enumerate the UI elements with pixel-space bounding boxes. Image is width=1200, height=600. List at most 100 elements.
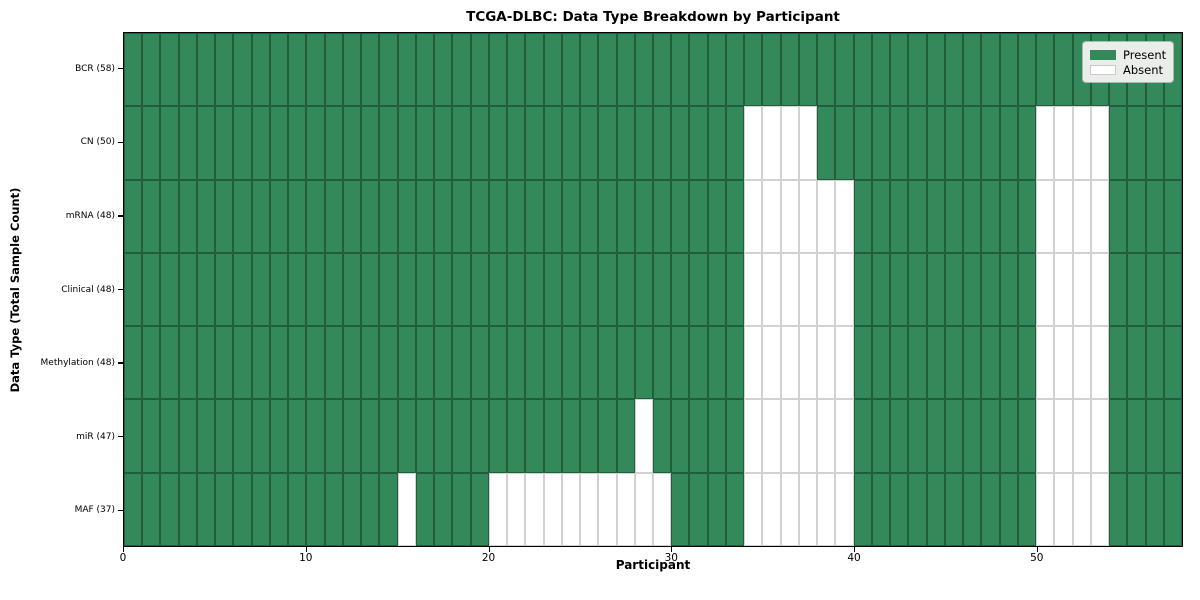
heatmap-cell bbox=[488, 399, 508, 473]
heatmap-cell bbox=[1072, 399, 1091, 473]
heatmap-cell bbox=[616, 106, 635, 180]
heatmap-cell bbox=[890, 326, 909, 400]
y-tick-mark bbox=[118, 436, 123, 438]
y-tick-label: CN (50) bbox=[80, 137, 115, 148]
heatmap-cell bbox=[616, 179, 635, 253]
heatmap-cell bbox=[908, 326, 927, 400]
heatmap-cell bbox=[196, 106, 216, 180]
heatmap-cell bbox=[944, 326, 964, 400]
heatmap-cell bbox=[944, 179, 964, 253]
heatmap-cell bbox=[963, 106, 982, 180]
heatmap-cell bbox=[580, 33, 599, 107]
heatmap-cell bbox=[215, 252, 234, 327]
heatmap-cell bbox=[598, 252, 617, 327]
heatmap-cell bbox=[1072, 326, 1091, 400]
heatmap-cell bbox=[470, 399, 489, 473]
heatmap-cell bbox=[580, 252, 599, 327]
heatmap-cell bbox=[926, 252, 945, 327]
y-tick-mark bbox=[118, 362, 123, 364]
heatmap-cell bbox=[944, 252, 964, 327]
heatmap-cell bbox=[725, 472, 745, 546]
heatmap-cell bbox=[1017, 326, 1037, 400]
heatmap-cell bbox=[525, 106, 544, 180]
heatmap-cell bbox=[507, 106, 526, 180]
heatmap-cell bbox=[798, 106, 818, 180]
heatmap-cell bbox=[342, 472, 362, 546]
heatmap-cell bbox=[580, 326, 599, 400]
heatmap-cell bbox=[342, 399, 362, 473]
heatmap-cell bbox=[452, 399, 471, 473]
heatmap-cell bbox=[142, 252, 161, 327]
heatmap-cell bbox=[1145, 399, 1164, 473]
heatmap-cell bbox=[233, 326, 252, 400]
heatmap-cell bbox=[707, 399, 726, 473]
heatmap-cell bbox=[744, 399, 763, 473]
heatmap-cell bbox=[1017, 179, 1037, 253]
heatmap-cell bbox=[871, 472, 891, 546]
heatmap-cell bbox=[1054, 326, 1073, 400]
heatmap-cell bbox=[434, 399, 453, 473]
heatmap-cell bbox=[324, 179, 343, 253]
heatmap-cell bbox=[561, 33, 581, 107]
heatmap-cell bbox=[762, 33, 781, 107]
heatmap-cell bbox=[798, 472, 818, 546]
heatmap-cell bbox=[598, 106, 617, 180]
heatmap-cell bbox=[196, 326, 216, 400]
heatmap-cell bbox=[324, 326, 343, 400]
heatmap-cell bbox=[871, 179, 891, 253]
heatmap-cell bbox=[963, 472, 982, 546]
heatmap-cell bbox=[124, 106, 143, 180]
heatmap-cell bbox=[1090, 252, 1110, 327]
heatmap-cell bbox=[160, 33, 179, 107]
y-tick-mark bbox=[118, 215, 123, 217]
heatmap-cell bbox=[306, 106, 325, 180]
heatmap-cell bbox=[1127, 106, 1146, 180]
heatmap-cell bbox=[379, 33, 398, 107]
heatmap-cell bbox=[1090, 106, 1110, 180]
heatmap-cell bbox=[652, 326, 672, 400]
heatmap-cell bbox=[434, 179, 453, 253]
heatmap-cell bbox=[525, 472, 544, 546]
heatmap-cell bbox=[580, 106, 599, 180]
heatmap-cell bbox=[1054, 106, 1073, 180]
heatmap-cell bbox=[908, 399, 927, 473]
heatmap-cell bbox=[981, 472, 1000, 546]
heatmap-cell bbox=[671, 106, 690, 180]
heatmap-cell bbox=[725, 326, 745, 400]
heatmap-cell bbox=[233, 106, 252, 180]
x-tick-label: 30 bbox=[664, 552, 678, 564]
heatmap-cell bbox=[890, 179, 909, 253]
heatmap-cell bbox=[233, 252, 252, 327]
heatmap-cell bbox=[251, 472, 270, 546]
heatmap-cell bbox=[598, 326, 617, 400]
heatmap-cell bbox=[652, 33, 672, 107]
heatmap-cell bbox=[1127, 472, 1146, 546]
legend-label-present: Present bbox=[1123, 47, 1167, 62]
heatmap-cell bbox=[616, 472, 635, 546]
heatmap-cell bbox=[543, 472, 562, 546]
heatmap-cell bbox=[306, 33, 325, 107]
heatmap-cell bbox=[871, 106, 891, 180]
heatmap-cell bbox=[853, 399, 872, 473]
heatmap-cell bbox=[671, 326, 690, 400]
heatmap-cell bbox=[981, 399, 1000, 473]
heatmap-cell bbox=[324, 252, 343, 327]
heatmap-cell bbox=[707, 472, 726, 546]
heatmap-cell bbox=[671, 252, 690, 327]
heatmap-cell bbox=[215, 399, 234, 473]
heatmap-cell bbox=[306, 326, 325, 400]
heatmap-cell bbox=[762, 399, 781, 473]
heatmap-cell bbox=[1127, 252, 1146, 327]
heatmap-cell bbox=[744, 252, 763, 327]
heatmap-cell bbox=[671, 399, 690, 473]
heatmap-cell bbox=[361, 399, 380, 473]
heatmap-cell bbox=[689, 33, 708, 107]
heatmap-cell bbox=[160, 179, 179, 253]
heatmap-cell bbox=[1145, 326, 1164, 400]
y-tick-label: BCR (58) bbox=[75, 63, 115, 74]
heatmap-cell bbox=[379, 472, 398, 546]
heatmap-cell bbox=[251, 106, 270, 180]
heatmap-cell bbox=[269, 252, 289, 327]
heatmap-cell bbox=[196, 252, 216, 327]
heatmap-cell bbox=[233, 399, 252, 473]
